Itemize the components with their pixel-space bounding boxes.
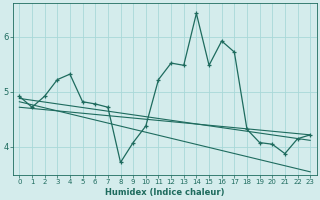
- X-axis label: Humidex (Indice chaleur): Humidex (Indice chaleur): [105, 188, 225, 197]
